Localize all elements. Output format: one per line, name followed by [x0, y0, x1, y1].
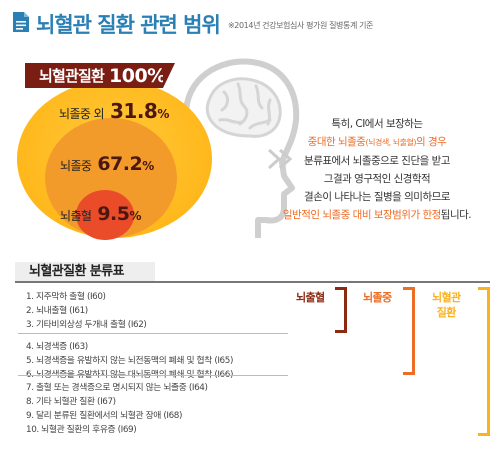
- list-item: 10. 뇌혈관 질환의 후유증 (I69): [26, 425, 137, 435]
- desc-line: 분류표에서 뇌졸중으로 진단을 받고: [262, 152, 492, 170]
- section-underline: [15, 281, 490, 283]
- total-banner: 뇌혈관질환 100%: [25, 63, 166, 88]
- row-value: 67.2: [97, 153, 143, 175]
- banner-tail: [163, 63, 175, 88]
- list-item: 1. 지주막하 출혈 (I60): [26, 292, 106, 302]
- circle-row-stroke: 뇌졸중 67.2 %: [60, 153, 154, 175]
- source-note: ※2014년 건강보험심사 평가원 질병통계 기준: [228, 21, 373, 30]
- banner-value: 100%: [109, 64, 166, 87]
- desc-text: 중대한 뇌졸중: [307, 136, 366, 148]
- bracket-label-line: 질환: [436, 306, 457, 319]
- list-item: 7. 출혈 또는 경색증으로 명시되지 않는 뇌졸중 (I64): [26, 383, 208, 393]
- description-block: 특히, CI에서 보장하는 중대한 뇌졸중(뇌경색, 뇌출혈)의 경우 분류표에…: [262, 115, 492, 224]
- bracket-label-stroke: 뇌졸중: [363, 291, 392, 304]
- row-value: 9.5: [97, 203, 130, 225]
- row-unit: %: [157, 107, 170, 121]
- circle-row-hemorrhage: 뇌출혈 9.5 %: [60, 203, 142, 225]
- desc-text: 의 경우: [415, 136, 447, 148]
- row-unit: %: [129, 209, 142, 223]
- desc-text: 분류표에서 뇌졸중으로 진단을 받고: [304, 155, 450, 167]
- row-value: 31.8: [109, 99, 158, 123]
- stroke-bracket: [403, 287, 415, 375]
- desc-line: 일반적인 뇌졸중 대비 보장범위가 한정됩니다.: [262, 206, 492, 224]
- double-chevron-right-icon: [267, 148, 293, 170]
- desc-line: 특히, CI에서 보장하는: [262, 115, 492, 133]
- list-item: 9. 달리 분류된 질환에서의 뇌혈관 장애 (I68): [26, 411, 183, 421]
- list-item: 3. 기타비외상성 두개내 출혈 (I62): [26, 320, 147, 330]
- desc-line: 결손이 나타나는 질병을 의미하므로: [262, 188, 492, 206]
- desc-text: 특히, CI에서 보장하는: [331, 118, 423, 130]
- row-label: 뇌졸중 외: [59, 107, 105, 121]
- desc-text: 됩니다.: [440, 209, 472, 221]
- hemorrhage-bracket: [335, 287, 347, 333]
- head-brain-icon: [182, 58, 300, 238]
- row-label: 뇌출혈: [60, 209, 92, 223]
- page-title: 뇌혈관 질환 관련 범위: [36, 13, 221, 37]
- row-label: 뇌졸중: [60, 159, 92, 173]
- bracket-label-line: 뇌혈관: [432, 291, 461, 304]
- section-header-bg: [15, 262, 155, 282]
- list-item: 4. 뇌경색증 (I63): [26, 342, 88, 352]
- section-title: 뇌혈관질환 분류표: [29, 264, 124, 279]
- list-item: 5. 뇌경색증을 유발하지 않는 뇌전동맥의 폐쇄 및 협착 (I65): [26, 356, 233, 366]
- cerebrovascular-bracket: [478, 287, 490, 436]
- group-other-list: 7. 출혈 또는 경색증으로 명시되지 않는 뇌졸중 (I64) 8. 기타 뇌…: [26, 381, 208, 437]
- desc-text: (뇌경색, 뇌출혈): [365, 138, 416, 147]
- hemorrhage-circle: [76, 190, 134, 240]
- desc-text: 결손이 나타나는 질병을 의미하므로: [304, 191, 450, 203]
- list-item: 2. 뇌내출혈 (I61): [26, 306, 88, 316]
- row-unit: %: [142, 159, 155, 173]
- desc-line: 그결과 영구적인 신경학적: [262, 170, 492, 188]
- banner-label: 뇌혈관질환: [39, 67, 105, 85]
- list-item: 8. 기타 뇌혈관 질환 (I67): [26, 397, 116, 407]
- desc-line: 중대한 뇌졸중(뇌경색, 뇌출혈)의 경우: [262, 133, 492, 152]
- bracket-label-hemorrhage: 뇌출혈: [296, 291, 325, 304]
- divider: [18, 375, 288, 376]
- bracket-label-cerebrovascular: 뇌혈관 질환: [432, 290, 461, 320]
- desc-text: 일반적인 뇌졸중 대비 보장범위가 한정: [282, 209, 441, 221]
- group-hemorrhage-list: 1. 지주막하 출혈 (I60) 2. 뇌내출혈 (I61) 3. 기타비외상성…: [26, 290, 147, 332]
- circle-row-non-stroke: 뇌졸중 외 31.8 %: [59, 99, 169, 123]
- desc-text: 그결과 영구적인 신경학적: [323, 173, 431, 185]
- divider: [18, 333, 288, 334]
- document-icon: [13, 12, 29, 32]
